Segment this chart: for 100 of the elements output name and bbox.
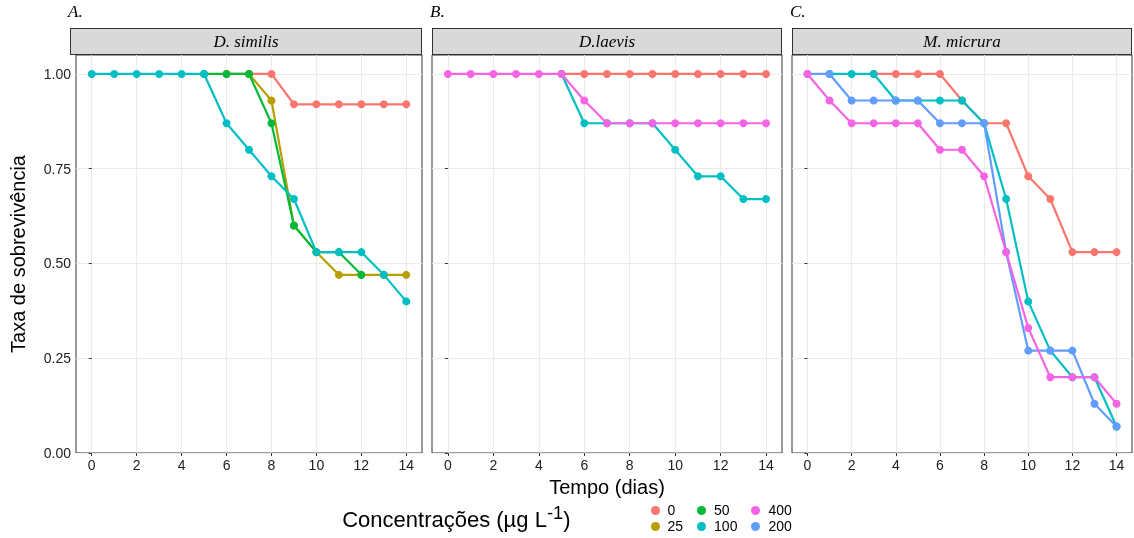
point xyxy=(466,69,475,78)
point xyxy=(1024,323,1033,332)
x-tick-label: 10 xyxy=(1020,457,1037,473)
point xyxy=(825,96,834,105)
x-tick-label: 14 xyxy=(758,457,775,473)
point xyxy=(625,69,634,78)
point xyxy=(1090,248,1099,257)
x-axis-title: Tempo (dias) xyxy=(549,475,665,498)
x-tick-label: 14 xyxy=(1108,457,1125,473)
point xyxy=(935,96,944,105)
point xyxy=(716,172,725,181)
point xyxy=(580,69,589,78)
point xyxy=(958,145,966,154)
x-tick-label: 12 xyxy=(353,457,370,473)
point xyxy=(267,172,276,181)
point xyxy=(87,69,96,78)
point xyxy=(334,100,343,109)
y-tick-label: 1.00 xyxy=(43,65,72,82)
legend-label: 50 xyxy=(714,502,730,518)
x-tick-label: 6 xyxy=(580,457,589,473)
point xyxy=(869,96,878,105)
point xyxy=(379,100,388,109)
text: C. xyxy=(790,2,806,21)
x-tick-label: 0 xyxy=(87,457,96,473)
y-tick-label: 0.75 xyxy=(43,160,72,177)
point xyxy=(489,69,498,78)
point xyxy=(847,96,856,105)
point xyxy=(958,119,966,128)
point xyxy=(1024,297,1033,306)
point xyxy=(913,69,922,78)
x-tick-label: 0 xyxy=(803,457,812,473)
y-tick-label: 0.25 xyxy=(43,350,72,367)
point xyxy=(1024,346,1033,355)
point xyxy=(693,172,702,181)
point xyxy=(693,119,702,128)
point xyxy=(935,69,944,78)
x-tick-label: 2 xyxy=(132,457,141,473)
point xyxy=(891,69,900,78)
legend-title: Concentrações (µg L$^{-1}$) xyxy=(342,502,571,534)
chart-title: D.laevis xyxy=(432,28,782,55)
point xyxy=(1024,172,1033,181)
chart-title: M. micrura xyxy=(792,28,1132,55)
point xyxy=(132,69,141,78)
point xyxy=(580,119,589,128)
point xyxy=(935,145,944,154)
point xyxy=(402,100,411,109)
point xyxy=(1112,248,1121,257)
point xyxy=(222,119,231,128)
point xyxy=(762,195,771,204)
legend-label: 200 xyxy=(768,518,792,534)
x-tick-label: 4 xyxy=(534,457,543,473)
x-tick-label: 12 xyxy=(712,457,729,473)
point xyxy=(847,69,856,78)
point xyxy=(762,119,771,128)
point xyxy=(110,69,119,78)
point xyxy=(512,69,521,78)
point xyxy=(1002,119,1011,128)
point xyxy=(402,297,411,306)
point xyxy=(1046,195,1055,204)
x-tick-label: 10 xyxy=(308,457,325,473)
point xyxy=(716,119,725,128)
point xyxy=(1046,373,1055,382)
point xyxy=(847,119,856,128)
point xyxy=(1068,346,1077,355)
point xyxy=(402,270,411,279)
point xyxy=(334,270,343,279)
text: A. xyxy=(68,2,83,21)
point xyxy=(671,119,680,128)
point xyxy=(935,119,944,128)
x-tick-label: 12 xyxy=(1064,457,1081,473)
legend-label: 100 xyxy=(714,518,738,534)
chart-title: D. similis xyxy=(70,28,422,55)
point xyxy=(739,119,748,128)
point xyxy=(913,119,922,128)
x-tick-label: 2 xyxy=(489,457,498,473)
x-tick-label: 4 xyxy=(177,457,186,473)
x-tick-label: 14 xyxy=(398,457,415,473)
y-tick-label: 0.00 xyxy=(43,445,72,461)
point xyxy=(443,69,452,78)
point xyxy=(357,100,366,109)
point xyxy=(534,69,543,78)
x-tick-label: 0 xyxy=(444,457,453,473)
x-tick-label: 8 xyxy=(625,457,634,473)
point xyxy=(1002,195,1011,204)
x-tick-label: 6 xyxy=(936,457,945,473)
point xyxy=(603,69,611,78)
x-tick-label: 4 xyxy=(891,457,900,473)
x-tick-label: 8 xyxy=(980,457,989,473)
point xyxy=(980,172,989,181)
point xyxy=(312,100,321,109)
point xyxy=(739,195,748,204)
point xyxy=(671,145,680,154)
x-tick-label: 10 xyxy=(667,457,684,473)
point xyxy=(289,195,298,204)
point xyxy=(267,96,276,105)
legend-label: 0 xyxy=(667,502,676,518)
point xyxy=(245,145,253,154)
legend-label: 400 xyxy=(768,502,792,518)
point xyxy=(177,69,186,78)
point xyxy=(869,119,878,128)
